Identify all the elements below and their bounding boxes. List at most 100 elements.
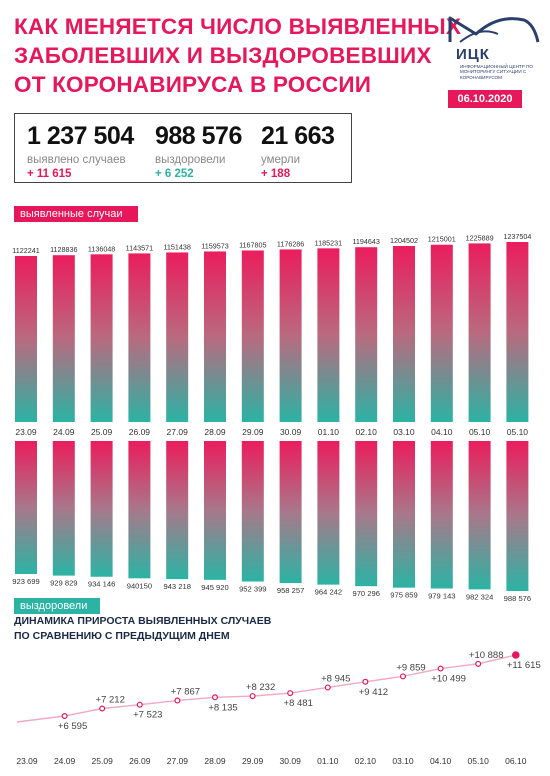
- cases-value-label: 1204502: [390, 236, 418, 245]
- cases-value-label: 1176286: [277, 239, 304, 248]
- growth-point: [362, 678, 369, 685]
- cases-date-label: 01.10: [318, 427, 340, 437]
- growth-point: [324, 684, 331, 691]
- growth-date-label: 23.09: [16, 756, 38, 766]
- recovered-bar: [15, 441, 37, 574]
- stat-recovered-delta: + 6 252: [155, 168, 194, 180]
- cases-bar: [393, 246, 415, 422]
- cases-value-label: 1194643: [352, 237, 379, 246]
- dynamics-title-line-1: ДИНАМИКА ПРИРОСТА ВЫЯВЛЕННЫХ СЛУЧАЕВ: [14, 615, 272, 627]
- recovered-value-label: 982 324: [466, 592, 493, 601]
- page-title: КАК МЕНЯЕТСЯ ЧИСЛО ВЫЯВЛЕННЫХ ЗАБОЛЕВШИХ…: [14, 12, 461, 99]
- recovered-bar: [52, 441, 75, 576]
- growth-point: [61, 712, 68, 719]
- growth-date-label: 06.10: [505, 756, 527, 766]
- recovered-value-label: 975 859: [390, 591, 417, 600]
- stat-recovered-value: 988 576: [155, 122, 242, 150]
- recovered-bar: [317, 441, 340, 585]
- growth-point: [212, 694, 219, 701]
- cases-value-label: 1237504: [503, 232, 531, 241]
- cases-date-label: 30.09: [280, 427, 302, 437]
- dynamics-title-line-2: ПО СРАВНЕНИЮ С ПРЕДЫДУЩИМ ДНЕМ: [14, 630, 230, 642]
- logo-abbr: ИЦК: [456, 46, 490, 63]
- stat-recovered-label: выздоровели: [155, 154, 226, 166]
- growth-date-label: 05.10: [468, 756, 490, 766]
- cases-bar: [52, 255, 75, 422]
- growth-value-label: +11 615: [507, 660, 541, 671]
- growth-date-label: 01.10: [317, 756, 339, 766]
- title-line-2: ЗАБОЛЕВШИХ И ВЫЗДОРОВЕВШИХ: [14, 43, 432, 68]
- cases-date-label: 27.09: [167, 427, 189, 437]
- growth-value-label: +10 888: [469, 650, 504, 661]
- cases-bar: [166, 252, 189, 422]
- cases-date-label: 26.09: [129, 427, 151, 437]
- cases-date-label: 29.09: [242, 427, 264, 437]
- cases-value-label: 1167805: [239, 240, 266, 249]
- stat-deaths-delta: + 188: [261, 168, 291, 180]
- growth-point: [511, 651, 520, 659]
- cases-date-label: 02.10: [356, 427, 378, 437]
- date-badge: 06.10.2020: [448, 90, 522, 108]
- growth-date-label: 03.10: [392, 756, 414, 766]
- growth-value-label: +7 867: [171, 687, 200, 698]
- growth-point: [437, 665, 444, 672]
- recovered-value-label: 943 218: [163, 582, 190, 591]
- stat-cases-label: выявлено случаев: [27, 154, 126, 166]
- recovered-value-label: 952 399: [239, 585, 266, 594]
- cases-date-label: 24.09: [53, 427, 75, 437]
- growth-value-label: +7 523: [133, 710, 162, 721]
- growth-line: [16, 654, 516, 723]
- stats-box: 1 237 504 выявлено случаев + 11 615 988 …: [14, 113, 352, 183]
- cases-bar: [355, 247, 378, 422]
- cases-value-label: 1136048: [88, 244, 115, 253]
- recovered-bar: [430, 441, 453, 589]
- growth-date-label: 28.09: [204, 756, 226, 766]
- recovered-value-label: 970 296: [352, 589, 379, 598]
- stat-cases: 1 237 504 выявлено случаев + 11 615: [27, 122, 134, 180]
- cases-bar: [468, 243, 491, 422]
- recovered-value-label: 940150: [127, 581, 152, 590]
- cases-bar: [279, 249, 302, 422]
- cases-series-tag: выявленные случаи: [14, 206, 138, 222]
- cases-date-label: 03.10: [393, 427, 415, 437]
- stat-deaths-value: 21 663: [261, 122, 335, 150]
- recovered-bar: [204, 441, 226, 580]
- cases-date-label: 05.10: [507, 427, 529, 437]
- growth-value-label: +9 412: [359, 687, 388, 698]
- logo-subtitle: ИНФОРМАЦИОННЫЙ ЦЕНТР ПО МОНИТОРИНГУ СИТУ…: [460, 64, 533, 80]
- recovered-series-tag: выздоровели: [14, 598, 100, 614]
- recovered-value-label: 923 699: [12, 577, 39, 586]
- growth-value-label: +8 135: [208, 702, 237, 713]
- growth-value-label: +7 212: [96, 695, 125, 706]
- recovered-bar: [468, 441, 491, 590]
- growth-value-label: +6 595: [58, 721, 87, 732]
- recovered-value-label: 979 143: [428, 592, 455, 601]
- cases-value-label: 1143571: [126, 243, 153, 252]
- cases-bar: [90, 254, 113, 422]
- growth-date-label: 04.10: [430, 756, 452, 766]
- cases-date-label: 05.10: [469, 427, 491, 437]
- stat-recovered: 988 576 выздоровели + 6 252: [155, 122, 242, 180]
- mountain-logo-icon: [448, 16, 540, 43]
- growth-value-label: +8 481: [284, 698, 313, 709]
- recovered-bar: [128, 441, 151, 579]
- cases-bar: [15, 256, 37, 422]
- recovered-bar: [90, 441, 113, 577]
- cases-date-label: 04.10: [431, 427, 453, 437]
- growth-value-label: +8 232: [246, 682, 275, 693]
- cases-date-label: 28.09: [204, 427, 226, 437]
- dynamics-title: ДИНАМИКА ПРИРОСТА ВЫЯВЛЕННЫХ СЛУЧАЕВ ПО …: [14, 614, 271, 644]
- stat-cases-delta: + 11 615: [27, 168, 72, 180]
- growth-date-label: 26.09: [129, 756, 151, 766]
- cases-date-label: 23.09: [15, 427, 37, 437]
- cases-bar: [430, 244, 453, 422]
- cases-bar: [241, 250, 264, 422]
- recovered-value-label: 988 576: [504, 594, 531, 603]
- recovered-value-label: 964 242: [315, 588, 342, 597]
- recovered-bar: [166, 441, 189, 580]
- growth-date-label: 30.09: [280, 756, 302, 766]
- cases-value-label: 1185231: [315, 238, 342, 247]
- cases-date-label: 25.09: [91, 427, 113, 437]
- cases-value-label: 1159573: [201, 241, 228, 250]
- stat-deaths: 21 663 умерли + 188: [261, 122, 335, 180]
